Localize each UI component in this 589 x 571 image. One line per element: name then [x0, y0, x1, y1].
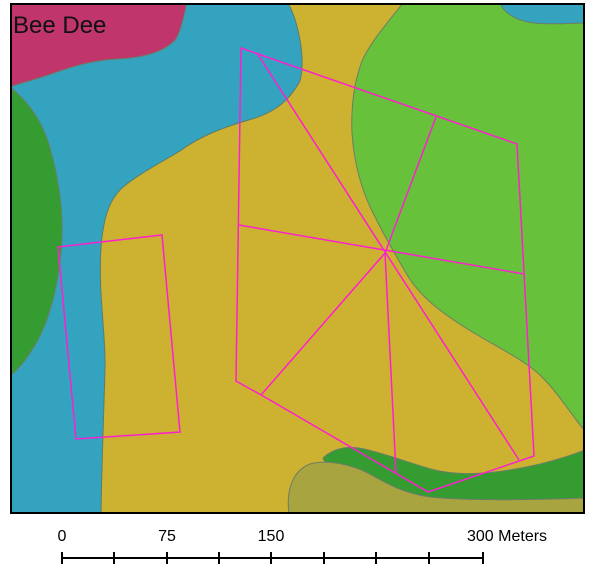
blue-northeast-region: [499, 3, 585, 25]
scale-label-150: 150: [257, 528, 285, 545]
map-canvas[interactable]: [10, 3, 585, 514]
magenta-region: [10, 3, 188, 88]
survey-outlines: [57, 46, 535, 493]
blue-region: [10, 3, 303, 514]
olive-region: [287, 461, 585, 514]
dark-green-west-region: [10, 86, 63, 377]
scale-bar-graphic: [61, 552, 484, 564]
plot-line: [384, 116, 437, 254]
east-plot-outline[interactable]: [235, 46, 535, 493]
plot-line: [238, 224, 525, 275]
map-title: Bee Dee: [13, 12, 107, 39]
plot-line: [384, 252, 397, 474]
scale-label-75: 75: [158, 528, 176, 545]
scale-bar: 0 75 150 300 Meters: [0, 520, 589, 570]
west-plot-outline[interactable]: [57, 234, 181, 440]
plot-line: [260, 252, 386, 396]
scale-label-300-meters: 300 Meters: [467, 528, 548, 545]
scale-label-0: 0: [57, 528, 67, 545]
map-view[interactable]: [10, 3, 585, 514]
plot-line: [256, 52, 520, 461]
